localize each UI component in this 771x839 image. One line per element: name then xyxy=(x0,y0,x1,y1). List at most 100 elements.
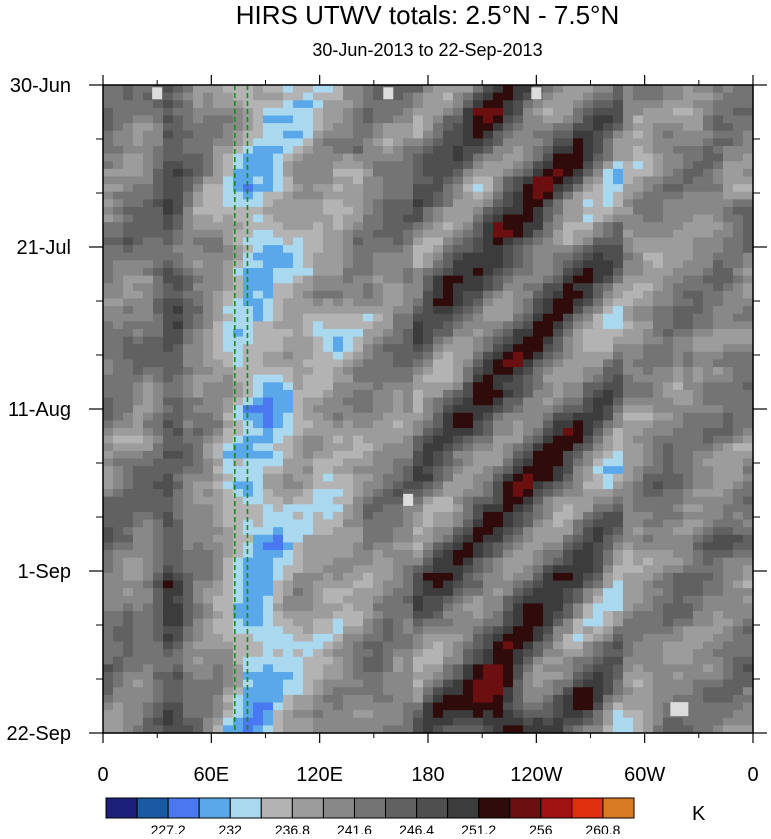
heatmap-cell xyxy=(123,161,134,170)
heatmap-cell xyxy=(103,123,114,132)
heatmap-cell xyxy=(553,374,564,383)
heatmap-cell xyxy=(303,550,314,559)
heatmap-cell xyxy=(243,550,254,559)
heatmap-cell xyxy=(503,275,514,284)
heatmap-cell xyxy=(683,176,694,185)
heatmap-cell xyxy=(523,168,534,178)
heatmap-cell xyxy=(693,466,704,475)
heatmap-cell xyxy=(493,206,504,216)
heatmap-cell xyxy=(353,428,364,437)
heatmap-cell xyxy=(673,245,684,254)
heatmap-cell xyxy=(393,458,404,467)
heatmap-cell xyxy=(543,359,554,368)
heatmap-cell xyxy=(143,336,154,345)
heatmap-cell xyxy=(103,115,114,124)
heatmap-cell xyxy=(203,389,214,399)
heatmap-cell xyxy=(643,275,654,284)
heatmap-cell xyxy=(733,466,744,475)
heatmap-cell xyxy=(253,184,264,193)
heatmap-cell xyxy=(453,145,464,155)
heatmap-cell xyxy=(113,145,124,155)
heatmap-cell xyxy=(573,298,584,307)
heatmap-cell xyxy=(173,374,184,383)
heatmap-cell xyxy=(533,588,544,597)
heatmap-cell xyxy=(493,267,504,277)
heatmap-cell xyxy=(423,588,434,597)
heatmap-cell xyxy=(683,306,694,315)
heatmap-cell xyxy=(143,298,154,307)
heatmap-cell xyxy=(143,306,154,315)
heatmap-cell xyxy=(223,115,234,124)
heatmap-cell xyxy=(103,504,114,513)
heatmap-cell xyxy=(183,328,194,338)
heatmap-cell xyxy=(653,168,664,178)
heatmap-cell xyxy=(663,123,674,132)
heatmap-cell xyxy=(553,115,564,124)
heatmap-cell xyxy=(313,473,324,483)
heatmap-cell xyxy=(393,290,404,300)
heatmap-cell xyxy=(483,145,494,155)
heatmap-cell xyxy=(163,458,174,467)
heatmap-cell xyxy=(363,130,374,139)
heatmap-cell xyxy=(143,374,154,383)
heatmap-cell xyxy=(713,481,724,490)
heatmap-cell xyxy=(503,542,514,551)
heatmap-cell xyxy=(633,496,644,505)
heatmap-cell xyxy=(353,633,364,643)
heatmap-cell xyxy=(193,321,204,330)
heatmap-cell xyxy=(513,321,524,330)
heatmap-cell xyxy=(443,489,454,498)
heatmap-cell xyxy=(293,458,304,467)
heatmap-cell xyxy=(703,275,714,284)
heatmap-cell xyxy=(513,473,524,483)
heatmap-cell xyxy=(603,298,614,307)
heatmap-cell xyxy=(523,153,534,162)
heatmap-cell xyxy=(123,306,134,315)
heatmap-cell xyxy=(643,168,654,178)
heatmap-cell xyxy=(613,656,624,665)
heatmap-cell xyxy=(393,123,404,132)
heatmap-cell xyxy=(313,618,324,627)
heatmap-cell xyxy=(713,527,724,536)
heatmap-cell xyxy=(453,245,464,254)
heatmap-cell xyxy=(363,100,374,109)
heatmap-cell xyxy=(673,504,684,513)
heatmap-cell xyxy=(383,489,394,498)
heatmap-cell xyxy=(223,237,234,246)
heatmap-cell xyxy=(633,130,644,139)
heatmap-cell xyxy=(653,633,664,643)
heatmap-cell xyxy=(433,641,444,650)
heatmap-cell xyxy=(333,191,344,200)
heatmap-cell xyxy=(183,298,194,307)
heatmap-cell xyxy=(303,306,314,315)
heatmap-cell xyxy=(103,603,114,612)
heatmap-cell xyxy=(623,626,634,635)
heatmap-cell xyxy=(163,519,174,528)
heatmap-cell xyxy=(433,321,444,330)
heatmap-cell xyxy=(393,374,404,383)
heatmap-cell xyxy=(603,123,614,132)
heatmap-cell xyxy=(403,138,414,147)
heatmap-cell xyxy=(643,283,654,292)
heatmap-cell xyxy=(683,260,694,269)
heatmap-cell xyxy=(133,206,144,216)
heatmap-cell xyxy=(383,618,394,627)
heatmap-cell xyxy=(653,405,664,414)
heatmap-cell xyxy=(663,184,674,193)
heatmap-cell xyxy=(533,489,544,498)
heatmap-cell xyxy=(483,458,494,467)
heatmap-cell xyxy=(113,489,124,498)
heatmap-cell xyxy=(643,534,654,544)
heatmap-cell xyxy=(353,306,364,315)
heatmap-cell xyxy=(263,458,274,467)
heatmap-cell xyxy=(113,252,124,261)
heatmap-cell xyxy=(573,321,584,330)
heatmap-cell xyxy=(363,542,374,551)
heatmap-cell xyxy=(383,626,394,635)
heatmap-cell xyxy=(253,115,264,124)
heatmap-cell xyxy=(703,351,714,361)
heatmap-cell xyxy=(373,435,384,444)
heatmap-cell xyxy=(223,511,234,521)
heatmap-cell xyxy=(543,351,554,361)
heatmap-cell xyxy=(223,489,234,498)
